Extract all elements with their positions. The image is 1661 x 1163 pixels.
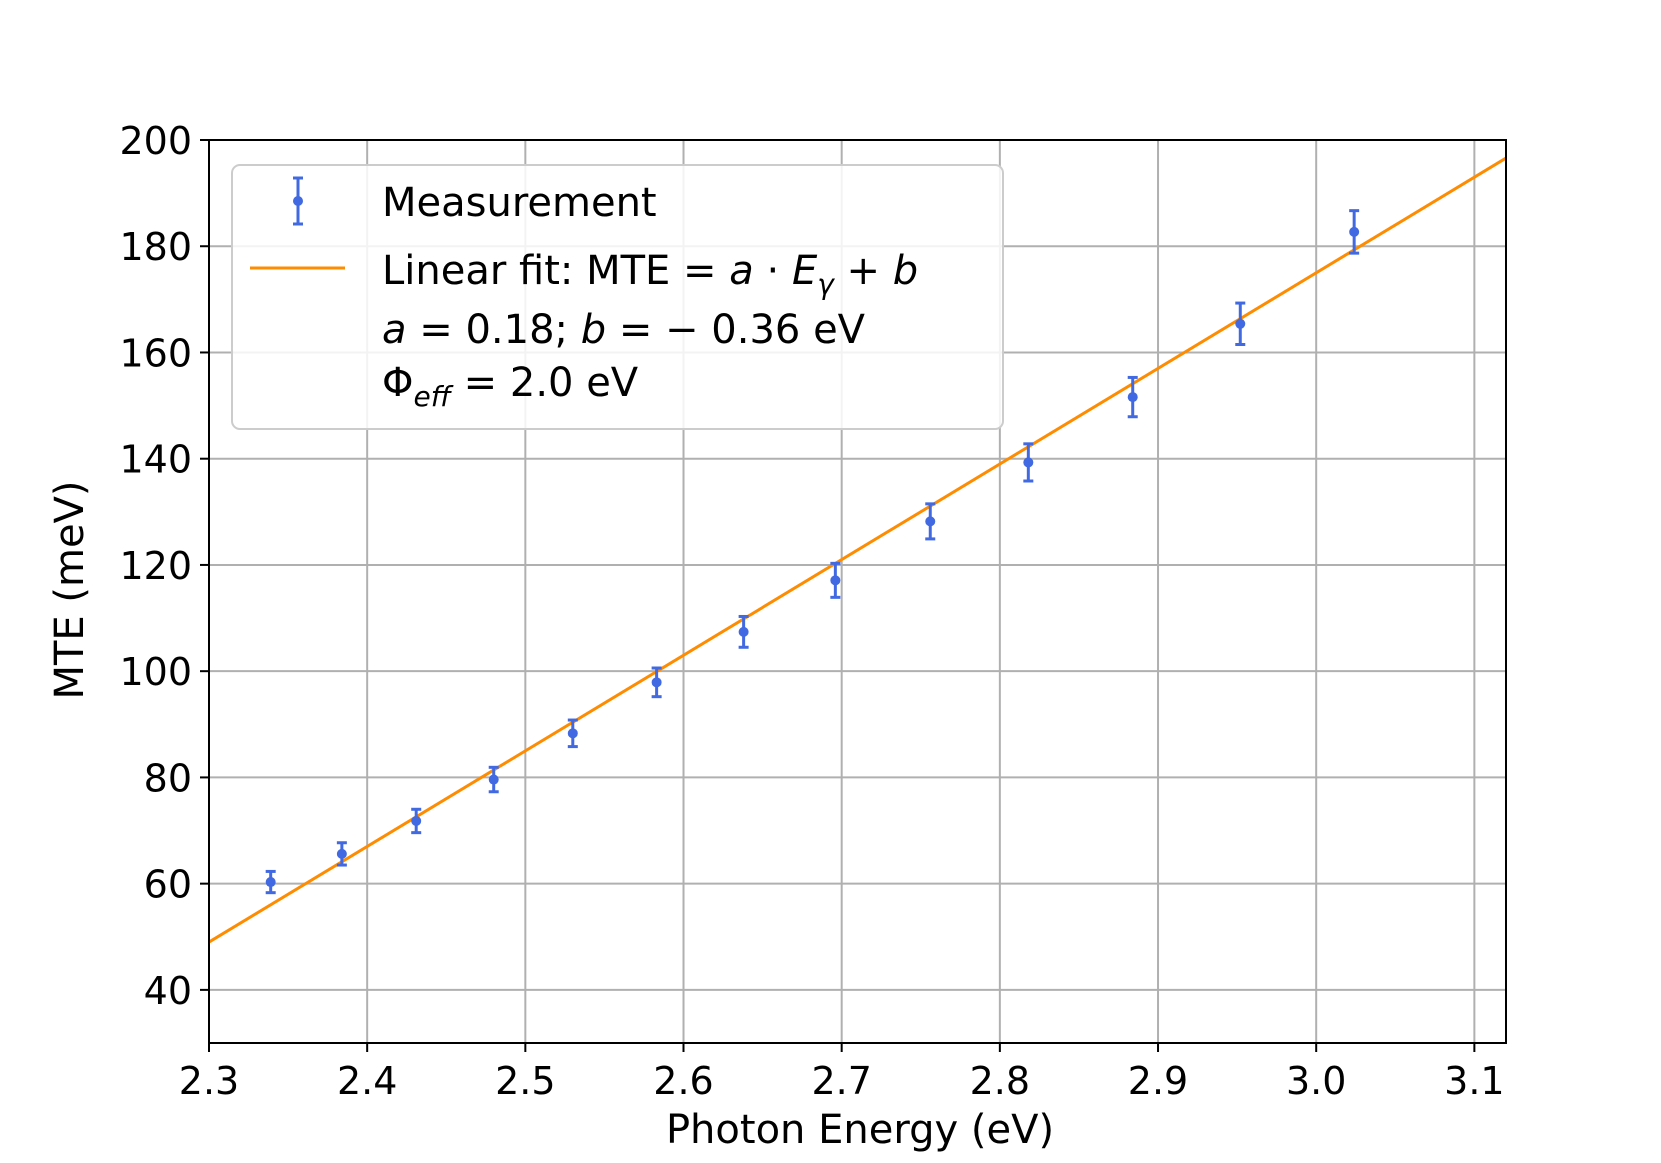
measurement-point-group <box>1127 375 1138 419</box>
y-tick-label: 140 <box>119 438 192 482</box>
legend-phi-line: Φeff = 2.0 eV <box>382 360 639 413</box>
x-tick-label: 2.5 <box>495 1059 555 1103</box>
measurement-point-group <box>336 841 347 867</box>
y-tick-label: 100 <box>119 650 192 694</box>
legend-fit-dot: · <box>754 248 792 294</box>
legend-fit-a: a <box>729 248 754 294</box>
y-tick-label: 40 <box>144 969 192 1013</box>
measurement-point <box>830 575 841 586</box>
y-tick-label: 200 <box>119 119 192 163</box>
legend-fit-b: b <box>893 248 918 294</box>
measurement-point <box>488 774 499 785</box>
y-tick-label: 60 <box>144 863 192 907</box>
legend-measurement-marker <box>293 176 303 226</box>
measurement-point-group <box>1235 301 1246 347</box>
x-tick-label: 2.3 <box>179 1059 239 1103</box>
measurement-point <box>265 877 276 888</box>
legend-fit-E: E <box>792 248 818 294</box>
x-tick-label: 2.4 <box>337 1059 397 1103</box>
measurement-point <box>651 677 662 688</box>
legend-fit-plus: + <box>834 248 893 294</box>
legend-phi-value: = 2.0 eV <box>451 360 639 406</box>
legend-params-line: a = 0.18; b = − 0.36 eV <box>382 307 866 353</box>
legend-fit-label: Linear fit: MTE = a · Eγ + b <box>382 248 918 301</box>
x-tick-label: 2.7 <box>811 1059 871 1103</box>
points-layer <box>265 209 1360 895</box>
measurement-point-group <box>488 765 499 794</box>
fit-layer <box>208 156 1507 944</box>
legend-params-a-value: = 0.18; <box>407 307 581 353</box>
legend-measurement-point <box>293 196 303 206</box>
fit-line <box>208 156 1507 944</box>
legend-phi-symbol: Φ <box>382 360 413 406</box>
x-tick-label: 3.1 <box>1444 1059 1504 1103</box>
measurement-point-group <box>1349 209 1360 255</box>
ticks: 2.3 2.4 2.5 2.6 2.7 2.8 2.9 3.0 3.1 40 60 80 100 120 1… <box>119 119 1504 1103</box>
measurement-point-group <box>567 718 578 749</box>
x-axis-label: Photon Energy (eV) <box>666 1107 1054 1153</box>
measurement-point <box>738 626 749 637</box>
measurement-point <box>411 815 422 826</box>
legend-params-b: b <box>581 307 606 353</box>
measurement-point <box>336 848 347 859</box>
measurement-point-group <box>1023 442 1034 483</box>
legend-fit-gamma: γ <box>817 268 835 301</box>
x-tick-label: 3.0 <box>1286 1059 1346 1103</box>
legend-phi-subscript: eff <box>413 380 453 413</box>
plot-frame <box>208 139 1507 1044</box>
legend-measurement-label: Measurement <box>382 180 657 226</box>
measurement-point <box>1349 226 1360 237</box>
y-tick-label: 180 <box>119 225 192 269</box>
y-axis-label: MTE (meV) <box>47 480 93 699</box>
legend-params-b-value: = − 0.36 eV <box>606 307 866 353</box>
legend-params-a: a <box>382 307 407 353</box>
measurement-point <box>1127 392 1138 403</box>
x-tick-label: 2.8 <box>970 1059 1030 1103</box>
measurement-point <box>1235 318 1246 329</box>
measurement-point-group <box>411 807 422 835</box>
measurement-point-group <box>738 614 749 649</box>
measurement-point-group <box>265 869 276 895</box>
measurement-point-group <box>651 666 662 699</box>
legend: Measurement Linear fit: MTE = a · Eγ + b… <box>231 164 1004 430</box>
y-tick-label: 80 <box>144 756 192 800</box>
legend-fit-prefix: Linear fit: MTE = <box>382 248 729 294</box>
measurement-point <box>925 516 936 527</box>
legend-box <box>231 164 1004 430</box>
measurement-point <box>567 728 578 739</box>
x-tick-label: 2.9 <box>1128 1059 1188 1103</box>
y-tick-label: 160 <box>119 331 192 375</box>
y-tick-label: 120 <box>119 544 192 588</box>
measurement-point-group <box>925 502 936 541</box>
measurement-point <box>1023 457 1034 468</box>
measurement-point-group <box>830 561 841 599</box>
x-tick-label: 2.6 <box>653 1059 713 1103</box>
